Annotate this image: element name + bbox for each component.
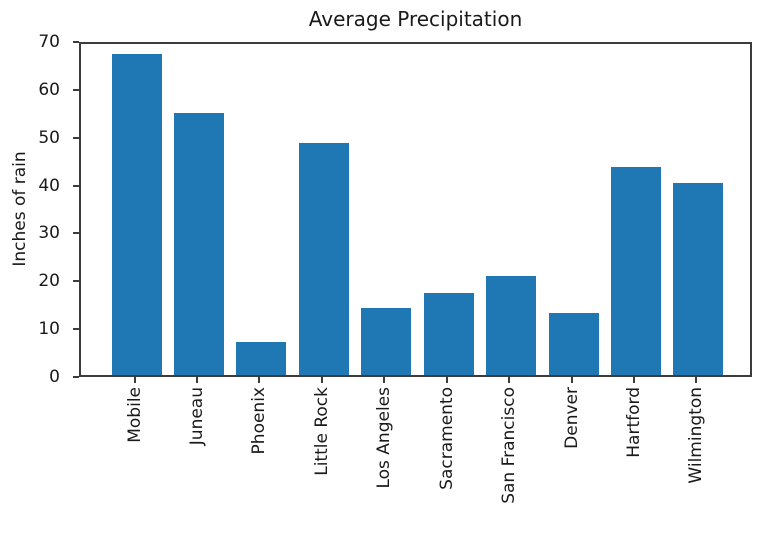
y-tick-mark (73, 184, 79, 187)
x-tick-mark (195, 377, 198, 383)
bar-phoenix (236, 341, 287, 375)
x-tick-label: Los Angeles (374, 387, 395, 489)
y-tick-mark (73, 376, 79, 378)
y-tick-label: 70 (38, 32, 60, 52)
x-tick-label: Phoenix (249, 387, 270, 455)
x-tick-label: Mobile (124, 387, 145, 443)
x-tick-mark (695, 377, 698, 383)
y-tick-label: 60 (38, 79, 60, 100)
bar-denver (548, 312, 599, 375)
x-tick-label: Hartford (624, 387, 644, 458)
y-tick-label: 20 (38, 271, 60, 292)
x-tick-label: Sacramento (436, 387, 457, 490)
plot-area (79, 42, 752, 377)
x-tick-label: Denver (561, 387, 582, 449)
bar-mobile (111, 54, 162, 375)
x-tick-mark (570, 377, 573, 383)
chart-title: Average Precipitation (308, 7, 523, 31)
x-tick-label: Juneau (186, 387, 207, 446)
x-tick-mark (383, 377, 386, 383)
bar-sacramento (423, 292, 474, 375)
y-tick-label: 50 (38, 127, 60, 148)
y-tick-label: 40 (38, 175, 60, 196)
y-tick-mark (73, 41, 79, 43)
bar-little-rock (298, 142, 349, 375)
bar-los-angeles (361, 308, 412, 375)
x-tick-mark (320, 377, 323, 383)
y-tick-label: 30 (38, 223, 60, 244)
y-tick-label: 0 (49, 367, 60, 387)
bar-san-francisco (486, 275, 537, 375)
bar-juneau (174, 113, 224, 375)
x-tick-mark (445, 377, 448, 383)
y-tick-mark (73, 232, 79, 235)
y-tick-mark (73, 136, 79, 139)
x-tick-mark (633, 377, 635, 383)
y-tick-mark (73, 88, 79, 91)
x-tick-mark (258, 377, 261, 383)
bar-hartford (611, 167, 661, 375)
y-tick-mark (73, 280, 79, 283)
x-tick-label: Wilmington (686, 387, 707, 484)
x-tick-label: San Francisco (499, 387, 520, 504)
x-tick-mark (508, 377, 511, 383)
x-tick-mark (133, 377, 136, 383)
bar-wilmington (673, 182, 724, 375)
y-axis-label: Inches of rain (10, 151, 30, 267)
y-tick-mark (73, 328, 79, 331)
y-tick-label: 10 (38, 319, 60, 340)
x-tick-label: Little Rock (311, 387, 332, 476)
